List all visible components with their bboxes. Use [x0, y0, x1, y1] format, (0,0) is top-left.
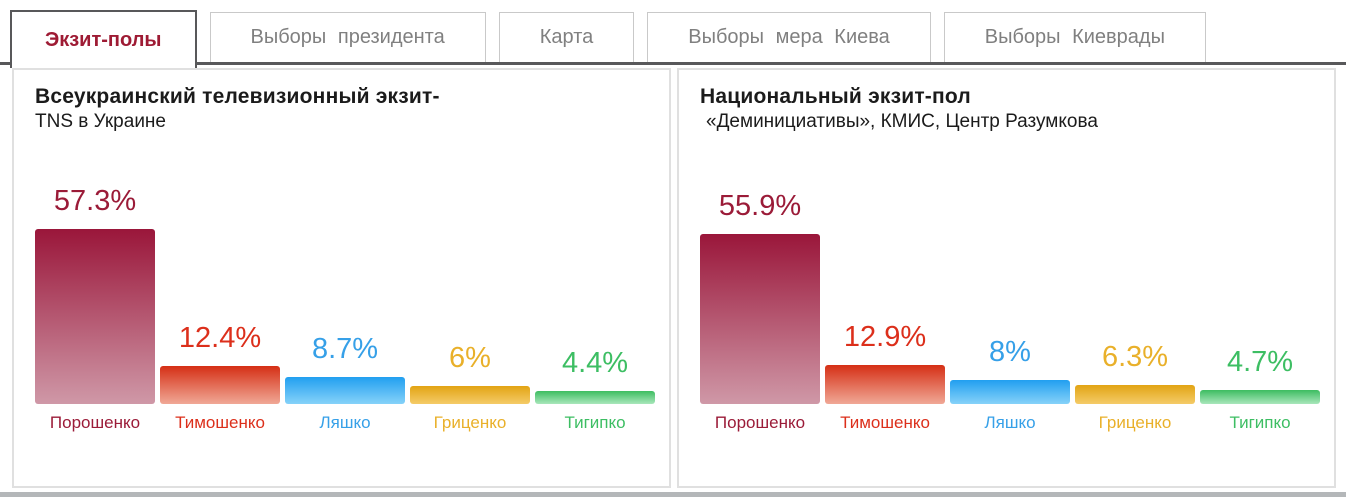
value-label: 6.3% — [1101, 340, 1169, 373]
value-label: 8% — [989, 335, 1031, 368]
tab-bar: Экзит-полы Выборы президента Карта Выбор… — [10, 0, 1219, 68]
exit-poll-panel-national: Национальный экзит-пол «Деминициативы», … — [677, 68, 1336, 488]
bar-group: 8.7% Ляшко — [285, 333, 405, 434]
bar — [285, 377, 405, 404]
bar-group: 8% Ляшко — [950, 336, 1070, 434]
bar — [1200, 389, 1320, 404]
panel-subtitle: «Деминициативы», КМИС, Центр Разумкова — [706, 111, 1098, 132]
value-label: 6% — [449, 341, 491, 374]
value-label: 8.7% — [311, 333, 379, 366]
tab-kyiv-mayor-elections[interactable]: Выборы мера Киева — [647, 12, 931, 62]
bar — [160, 366, 280, 404]
value-label: 12.9% — [843, 320, 927, 353]
category-label: Порошенко — [49, 413, 141, 432]
category-label: Тимошенко — [175, 413, 265, 432]
category-label: Гриценко — [433, 413, 507, 432]
category-label: Порошенко — [714, 413, 806, 432]
page-bottom-divider — [0, 492, 1346, 497]
value-label: 12.4% — [178, 322, 262, 355]
panel-title: Всеукраинский телевизионный экзит- — [35, 85, 440, 108]
value-label: 57.3% — [53, 185, 137, 218]
bar — [35, 229, 155, 404]
bar-group: 6.3% Гриценко — [1075, 341, 1195, 434]
bar — [1075, 384, 1195, 404]
bar-chart-tns: 57.3% Порошенко 12.4% Тимошенко 8.7% Ляшко 6% Г… — [35, 140, 655, 434]
bar — [535, 390, 655, 404]
category-label: Тимошенко — [840, 413, 930, 432]
bar-chart-national: 55.9% Порошенко 12.9% Тимошенко 8% Ляшко 6.3% Г… — [700, 140, 1320, 434]
exit-poll-panel-tns: Всеукраинский телевизионный экзит- TNS в… — [12, 68, 671, 488]
panel-title: Национальный экзит-пол — [700, 85, 971, 108]
bar-group: 12.4% Тимошенко — [160, 322, 280, 434]
bar — [410, 385, 530, 404]
bar-group: 12.9% Тимошенко — [825, 321, 945, 434]
bar-group: 6% Гриценко — [410, 342, 530, 434]
bar-group: 55.9% Порошенко — [700, 190, 820, 434]
category-label: Тигипко — [564, 413, 626, 432]
panel-subtitle: TNS в Украине — [35, 111, 166, 132]
category-label: Ляшко — [984, 413, 1036, 432]
bar-group: 4.4% Тигипко — [535, 347, 655, 434]
bar — [700, 233, 820, 404]
value-label: 55.9% — [718, 189, 802, 222]
tab-president-elections[interactable]: Выборы президента — [209, 12, 486, 62]
category-label: Гриценко — [1098, 413, 1172, 432]
bar-group: 57.3% Порошенко — [35, 185, 155, 434]
tab-exit-polls[interactable]: Экзит-полы — [10, 10, 197, 68]
tab-map[interactable]: Карта — [498, 12, 635, 62]
tab-bar-underline — [0, 62, 1346, 65]
tab-kyiv-council-elections[interactable]: Выборы Киеврады — [943, 12, 1206, 62]
bar — [950, 379, 1070, 404]
value-label: 4.4% — [561, 346, 629, 379]
category-label: Тигипко — [1229, 413, 1291, 432]
bar — [825, 364, 945, 404]
category-label: Ляшко — [319, 413, 371, 432]
value-label: 4.7% — [1226, 345, 1294, 378]
bar-group: 4.7% Тигипко — [1200, 346, 1320, 434]
